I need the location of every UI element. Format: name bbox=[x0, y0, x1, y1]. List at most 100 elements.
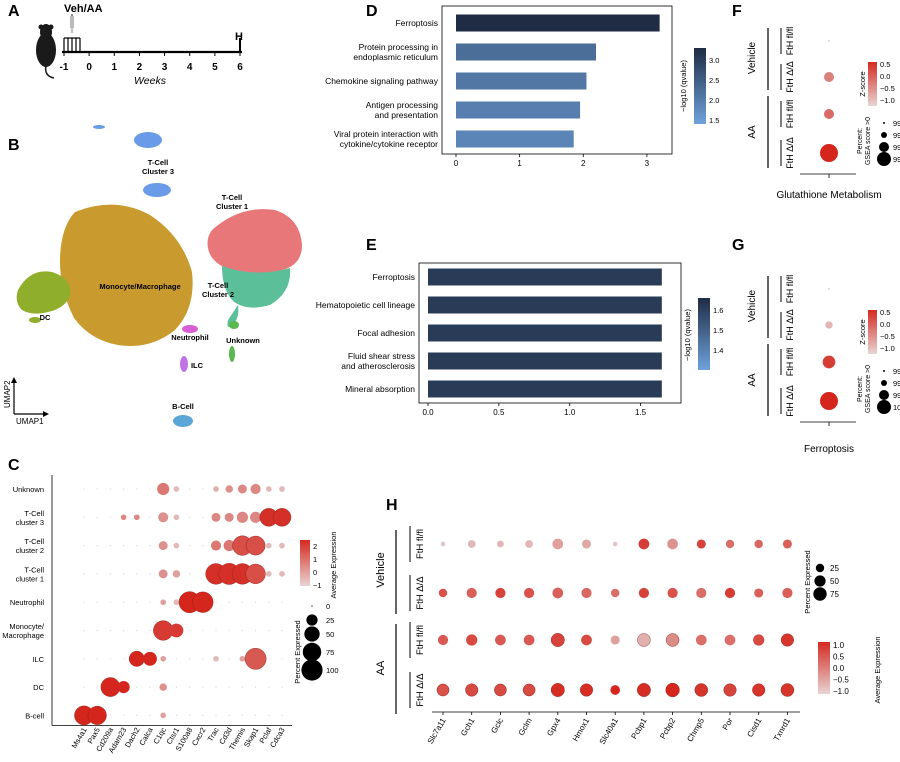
label-monocyte: Monocyte/Macrophage bbox=[99, 282, 180, 291]
c-dot bbox=[173, 542, 180, 549]
row-label-genotype: FtH Δ/Δ bbox=[415, 576, 426, 610]
h-size-legend-title: Percent Expressed bbox=[803, 550, 812, 613]
h-dot bbox=[494, 683, 507, 697]
h-dot bbox=[581, 587, 592, 599]
label-t-cell-3: T-Cell Cluster 3 bbox=[142, 158, 174, 176]
c-dot bbox=[175, 686, 177, 688]
treatment-label: Veh/AA bbox=[64, 3, 103, 15]
c-dot bbox=[213, 655, 219, 662]
c-row-label: T-Cell cluster 3 bbox=[16, 509, 45, 527]
size-legend-label: 100 bbox=[893, 403, 900, 412]
row-label-genotype: FtH Δ/Δ bbox=[415, 673, 426, 707]
umap-cluster-b-cell bbox=[173, 415, 193, 427]
h-dot bbox=[696, 539, 706, 549]
panel-label-h: H bbox=[386, 497, 398, 514]
syringe-icon bbox=[70, 14, 74, 33]
h-dot bbox=[466, 587, 477, 599]
c-dot bbox=[224, 512, 234, 522]
label-unknown: Unknown bbox=[226, 336, 260, 345]
h-dot bbox=[581, 539, 592, 549]
panel-label-c: C bbox=[8, 457, 20, 474]
c-dot bbox=[83, 573, 85, 575]
h-dot bbox=[467, 540, 476, 548]
c-dot bbox=[281, 601, 283, 603]
bar-category-label: Fluid shear stress and atherosclerosis bbox=[341, 351, 415, 371]
h-dot bbox=[438, 588, 448, 598]
h-dot bbox=[724, 587, 736, 599]
size-legend-dot bbox=[881, 132, 887, 138]
panel-f-dotplot: Vehicle AA FtH fl/fl FtH Δ/Δ FtH fl/fl FtH Δ/… bbox=[747, 27, 900, 201]
zscore-tick: 0.0 bbox=[880, 320, 890, 329]
h-size-legend-label: 25 bbox=[830, 564, 839, 573]
c-dot bbox=[83, 658, 85, 660]
umap-cluster-t-cell-1 bbox=[207, 209, 302, 274]
h-dot bbox=[637, 683, 651, 697]
c-dot bbox=[244, 648, 267, 670]
c-size-legend-dot bbox=[306, 614, 318, 626]
h-dot bbox=[782, 539, 792, 549]
group-label-aa: AA bbox=[375, 660, 387, 675]
c-dot bbox=[143, 651, 157, 666]
c-dot bbox=[241, 601, 243, 603]
c-dot bbox=[228, 714, 230, 717]
bar-category-label: Protein processing in endoplasmic reticul… bbox=[353, 42, 438, 62]
c-dot bbox=[210, 540, 222, 551]
c-size-legend-label: 0 bbox=[326, 602, 330, 611]
h-dot bbox=[753, 634, 765, 646]
fg-dot bbox=[828, 40, 830, 42]
c-dot bbox=[109, 488, 111, 490]
c-size-legend-label: 25 bbox=[326, 616, 334, 625]
c-dot bbox=[228, 601, 230, 603]
h-gene-label: Gch1 bbox=[459, 716, 477, 738]
c-dot bbox=[272, 508, 292, 527]
h-dot bbox=[611, 588, 620, 598]
umap2-label: UMAP2 bbox=[3, 380, 12, 408]
c-dot bbox=[109, 573, 111, 575]
h-dot bbox=[695, 634, 707, 646]
bar-category-label: Chemokine signaling pathway bbox=[325, 76, 439, 86]
x-tick-label: 2 bbox=[581, 159, 586, 168]
fg-dot bbox=[824, 72, 834, 82]
bar bbox=[456, 101, 581, 119]
c-row-label: T-Cell cluster 2 bbox=[16, 537, 45, 555]
c-color-tick: 2 bbox=[313, 542, 317, 551]
e-x-ticks: 0.0 0.5 1.0 1.5 bbox=[422, 403, 647, 417]
d-category-labels: Ferroptosis Protein processing in endoplas… bbox=[325, 18, 439, 149]
h-dot bbox=[580, 683, 593, 697]
c-dot bbox=[149, 714, 151, 717]
c-dot bbox=[189, 516, 191, 518]
e-bars bbox=[428, 268, 662, 398]
panel-label-d: D bbox=[366, 3, 378, 20]
c-dot bbox=[149, 629, 151, 632]
c-size-legend-label: 50 bbox=[326, 630, 334, 639]
c-dot bbox=[189, 686, 191, 688]
c-dots bbox=[74, 482, 292, 726]
panel-g-dotplot: Vehicle AA FtH fl/fl FtH Δ/Δ FtH fl/fl FtH Δ/… bbox=[747, 275, 900, 455]
c-color-legend: 2 1 0 −1 Average Expression bbox=[300, 532, 338, 598]
size-legend-dot bbox=[879, 142, 889, 152]
h-dot bbox=[725, 539, 735, 549]
c-dot bbox=[279, 542, 285, 549]
c-dot bbox=[158, 512, 169, 523]
c-dot bbox=[96, 545, 98, 547]
c-dot bbox=[255, 601, 257, 603]
zscore-title: Z-score bbox=[858, 71, 867, 96]
label-t-cell-2: T-Cell Cluster 2 bbox=[202, 281, 234, 299]
week-tick-label: 2 bbox=[137, 62, 143, 73]
zscore-tick: −1.0 bbox=[880, 96, 895, 105]
c-dot bbox=[158, 541, 168, 551]
c-dot bbox=[149, 573, 151, 575]
c-dot bbox=[160, 712, 167, 719]
fg-dot bbox=[820, 144, 838, 162]
c-dot bbox=[236, 511, 248, 523]
c-dot bbox=[173, 486, 180, 492]
d-plot-frame bbox=[441, 5, 673, 155]
week-tick-label: 3 bbox=[162, 62, 168, 73]
label-dc: DC bbox=[40, 313, 51, 322]
h-dot bbox=[754, 539, 763, 549]
week-tick-label: 1 bbox=[112, 62, 118, 73]
h-dot bbox=[522, 683, 536, 697]
c-size-legend-dot bbox=[301, 659, 323, 681]
c-gene-labels: Ms4a1Pax5Cd209aAdam23Dach2CalcaC1qcCtsr1… bbox=[70, 725, 287, 754]
h-dot bbox=[696, 587, 707, 599]
